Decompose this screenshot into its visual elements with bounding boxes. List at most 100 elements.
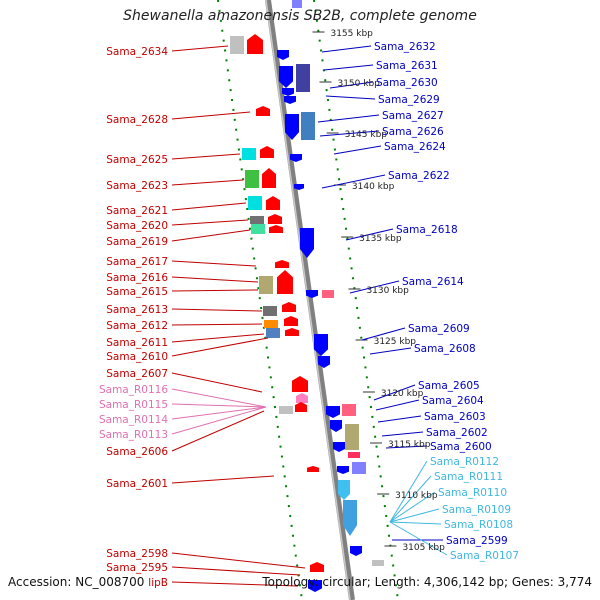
gene-label: Sama_2634	[106, 46, 168, 58]
label-connector	[361, 327, 406, 341]
forward-feature	[277, 270, 293, 294]
label-connector	[321, 45, 372, 53]
gene-label: Sama_2624	[384, 141, 446, 153]
label-connector	[171, 276, 259, 283]
gene-label: Sama_R0112	[430, 456, 499, 468]
label-connector	[171, 308, 263, 312]
label-connector	[171, 202, 247, 211]
genome-backbone	[265, 0, 355, 600]
gene-label: Sama_R0116	[99, 384, 168, 396]
reverse-feature	[292, 0, 302, 8]
label-connector	[171, 333, 265, 343]
label-connector	[325, 95, 376, 100]
label-connector	[373, 384, 416, 401]
forward-feature	[256, 106, 270, 116]
label-connector	[171, 388, 267, 408]
reverse-feature	[294, 184, 304, 190]
forward-feature	[262, 168, 276, 188]
label-connector	[317, 114, 380, 123]
gene-label: Sama_2618	[396, 224, 458, 236]
forward-feature	[268, 214, 282, 224]
gene-label: Sama_2605	[418, 380, 480, 392]
forward-feature	[292, 376, 308, 392]
forward-feature	[248, 196, 262, 210]
reverse-feature	[338, 480, 350, 500]
gene-label: Sama_2608	[414, 343, 476, 355]
gene-label: Sama_2623	[106, 180, 168, 192]
gene-label: Sama_2621	[106, 205, 168, 217]
label-connector	[171, 410, 265, 452]
reverse-feature	[326, 406, 340, 418]
tick-label: 3105 kbp	[402, 543, 445, 553]
gene-label: Sama_2610	[106, 351, 168, 363]
label-connector	[171, 289, 259, 292]
forward-feature	[275, 260, 289, 268]
reverse-feature	[337, 466, 349, 474]
gene-label: Sama_2607	[106, 368, 168, 380]
reverse-feature	[306, 290, 318, 298]
gene-label: Sama_2613	[106, 304, 168, 316]
forward-feature	[296, 393, 308, 403]
label-connector	[389, 491, 436, 523]
gene-label: Sama_2601	[106, 478, 168, 490]
reverse-feature	[284, 96, 296, 104]
forward-feature	[260, 146, 274, 158]
gene-label: Sama_R0114	[99, 414, 168, 426]
gene-label: Sama_R0107	[450, 550, 519, 562]
gene-label: Sama_2598	[106, 548, 168, 560]
tick-label: 3140 kbp	[352, 182, 395, 192]
forward-feature	[251, 224, 265, 234]
label-connector	[171, 406, 267, 420]
gene-label: Sama_R0111	[434, 471, 503, 483]
gene-label: Sama_2612	[106, 320, 168, 332]
gene-label: Sama_2614	[402, 276, 464, 288]
ruler-left	[217, 0, 303, 600]
label-connector	[171, 372, 263, 393]
forward-feature	[307, 466, 319, 472]
forward-feature	[263, 306, 277, 316]
gene-label: Sama_R0109	[442, 504, 511, 516]
reverse-feature	[285, 114, 299, 140]
gene-label: Sama_2625	[106, 154, 168, 166]
gene-label: Sama_2606	[106, 446, 168, 458]
gene-label: Sama_R0113	[99, 429, 168, 441]
forward-feature	[245, 170, 259, 188]
reverse-feature	[348, 452, 360, 458]
gene-label: Sama_2604	[422, 395, 484, 407]
forward-feature	[279, 406, 293, 414]
label-connector	[171, 229, 251, 242]
label-connector	[171, 153, 241, 160]
tick-label: 3125 kbp	[374, 337, 417, 347]
gene-label: Sama_2620	[106, 220, 168, 232]
gene-label: Sama_2595	[106, 562, 168, 574]
reverse-feature	[277, 50, 289, 60]
reverse-feature	[345, 424, 359, 450]
gene-label: Sama_R0110	[438, 487, 507, 499]
gene-label: Sama_2622	[388, 170, 450, 182]
gene-label: Sama_2619	[106, 236, 168, 248]
gene-label: Sama_2599	[446, 535, 508, 547]
gene-label: Sama_2616	[106, 272, 168, 284]
gene-label: Sama_2602	[426, 427, 488, 439]
label-connector	[329, 81, 374, 89]
label-connector	[333, 145, 382, 155]
gene-label: Sama_2600	[430, 441, 492, 453]
label-connector	[171, 552, 306, 569]
reverse-feature	[279, 66, 293, 88]
forward-feature	[230, 36, 244, 54]
reverse-feature	[308, 580, 322, 592]
forward-feature	[284, 316, 298, 326]
reverse-feature	[290, 154, 302, 162]
accession-text: Accession: NC_008700	[8, 575, 145, 589]
gene-label: Sama_2615	[106, 286, 168, 298]
reverse-feature	[322, 290, 334, 298]
label-connector	[319, 130, 380, 137]
label-connector	[375, 399, 420, 411]
reverse-feature	[282, 88, 294, 96]
tick-label: 3150 kbp	[337, 79, 380, 89]
reverse-feature	[343, 500, 357, 536]
forward-feature	[282, 302, 296, 312]
gene-label: Sama_2628	[106, 114, 168, 126]
gene-label: Sama_R0115	[99, 399, 168, 411]
